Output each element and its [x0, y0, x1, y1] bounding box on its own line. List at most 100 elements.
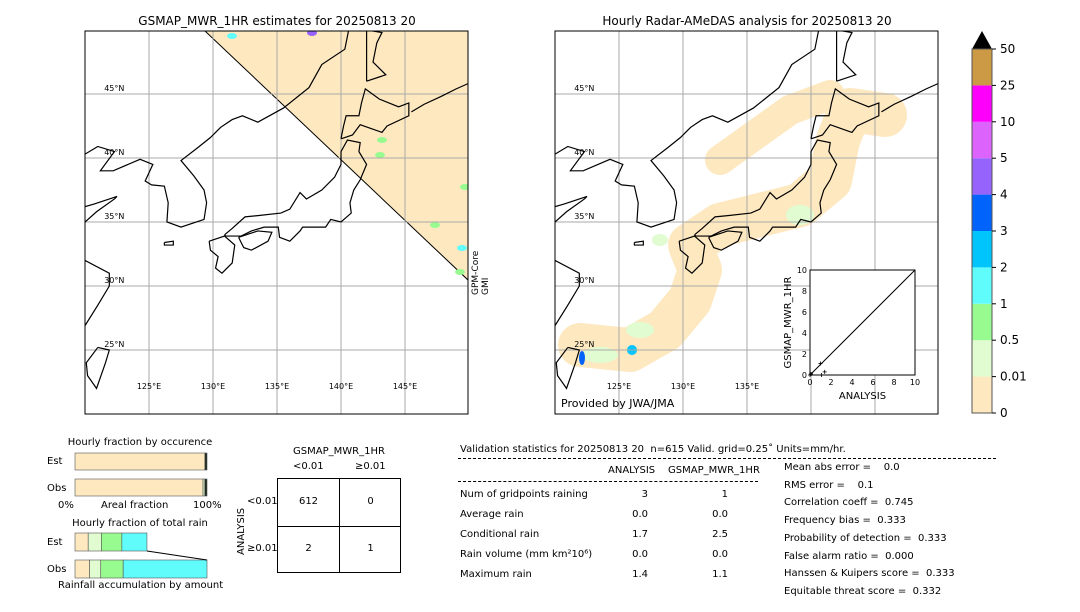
stat-row-label: Maximum rain — [460, 569, 532, 580]
stats-divider — [458, 458, 996, 459]
cell-ge-lt: 2 — [305, 543, 312, 554]
stat-row-gsmap: 1.1 — [712, 569, 728, 580]
col-header-lt: <0.01 — [293, 461, 324, 472]
lon-label: 130°E — [671, 382, 695, 391]
colorbar-segment — [972, 194, 992, 231]
lat-label: 35°N — [104, 212, 124, 221]
stat-row-analysis: 3 — [641, 489, 648, 500]
colorbar-segment — [972, 340, 992, 377]
score-line: Hanssen & Kuipers score = 0.333 — [784, 568, 955, 579]
x-tick-label: 10 — [910, 378, 920, 387]
score-line: Mean abs error = 0.0 — [784, 462, 900, 473]
sensor-label-1: GPM-Core — [471, 250, 481, 295]
colorbar-tick-label: 25 — [1000, 78, 1015, 92]
scatter-inset: 00 2 2 4 4 6 6 8 8 10 10 ANALYSIS GSMAP_MWR_1HR — [783, 266, 920, 402]
score-line: Equitable threat score = 0.332 — [784, 586, 942, 597]
occ-tick-0: 0% — [58, 500, 74, 511]
rain-cell — [455, 269, 465, 275]
stat-row-analysis: 1.7 — [632, 529, 648, 540]
colorbar-tick-label: 50 — [1000, 42, 1015, 56]
colorbar-extend-arrow — [972, 31, 992, 49]
right-map-title: Hourly Radar-AMeDAS analysis for 2025081… — [602, 14, 892, 28]
bar-segment-est — [101, 532, 123, 552]
scatter-point — [822, 369, 827, 374]
right-map-frame — [554, 30, 939, 415]
lon-label: 130°E — [201, 382, 225, 391]
rain-cell — [227, 33, 237, 39]
coastline-honshu — [224, 139, 368, 242]
coastline-jeju — [163, 240, 174, 246]
coastline-china — [85, 259, 110, 326]
coastline-shandong — [555, 195, 588, 223]
rain-cell — [375, 152, 385, 158]
diagonal-line — [809, 269, 916, 376]
lat-label: 40°N — [104, 148, 124, 157]
colorbar-tick-label: 0.01 — [1000, 370, 1027, 384]
y-tick-label: 8 — [802, 287, 807, 296]
cell-lt-lt: 612 — [298, 496, 319, 507]
rain-cell — [786, 205, 814, 225]
stat-row-label: Average rain — [460, 509, 524, 520]
row-axis-label: ANALYSIS — [236, 507, 247, 555]
stat-row-analysis: 0.0 — [632, 509, 648, 520]
inset-ylabel: GSMAP_MWR_1HR — [783, 277, 794, 369]
row-header-lt: <0.01 — [247, 496, 278, 507]
colorbar-segment — [972, 267, 992, 304]
stat-row-label: Conditional rain — [460, 529, 540, 540]
rain-cell — [652, 234, 668, 246]
stat-row-gsmap: 2.5 — [712, 529, 728, 540]
tot-xlabel: Rainfall accumulation by amount — [58, 580, 224, 591]
colorbar-segment — [972, 376, 992, 413]
stat-row-analysis: 1.4 — [632, 569, 648, 580]
score-line: Frequency bias = 0.333 — [784, 515, 906, 526]
table-hline — [278, 526, 400, 527]
bar-segment-obs — [204, 478, 208, 497]
bar-segment-est — [121, 532, 148, 552]
occ-tick-100: 100% — [193, 500, 222, 511]
coastline-kurils — [881, 83, 938, 113]
radar-coverage — [558, 88, 907, 372]
coastline-taiwan — [555, 346, 581, 390]
lon-label: 140°E — [329, 382, 353, 391]
inset-xlabel: ANALYSIS — [839, 391, 886, 402]
occ-xlabel: Areal fraction — [101, 500, 169, 511]
table-vline — [339, 479, 340, 572]
coastline-kurils — [411, 83, 468, 113]
bar-segment-obs — [74, 559, 90, 579]
lat-label: 45°N — [574, 84, 594, 93]
lat-label: 35°N — [574, 212, 594, 221]
rain-cell — [457, 245, 467, 251]
rain-cell — [626, 322, 654, 338]
bar-segment-est — [204, 452, 208, 471]
bar-segment-est — [87, 532, 102, 552]
x-tick-label: 2 — [828, 378, 833, 387]
colorbar-segment — [972, 303, 992, 341]
rain-cell — [582, 347, 618, 363]
x-tick-label: 6 — [870, 378, 875, 387]
coastline-kyushu — [678, 235, 706, 275]
colorbar-segment — [972, 231, 992, 268]
scatter-point — [818, 361, 823, 366]
sensor-label-2: GMI — [481, 277, 491, 295]
scatter-point — [819, 373, 824, 377]
sensor-label: GPM-Core GMI — [471, 251, 491, 295]
lon-label: 145°E — [393, 382, 417, 391]
colorbar-tick-label: 2 — [1000, 260, 1008, 274]
radar-coverage — [705, 80, 845, 175]
colorbar-tick-label: 10 — [1000, 115, 1015, 129]
y-tick-label: 2 — [802, 350, 807, 359]
colorbar-segment — [972, 85, 992, 122]
colorbar-segment — [972, 49, 992, 86]
coastline-jeju — [633, 240, 644, 246]
colorbar-tick-label: 0.5 — [1000, 333, 1019, 347]
score-line: RMS error = 0.1 — [784, 480, 874, 491]
cell-ge-ge: 1 — [367, 543, 374, 554]
colorbar-tick-label: 5 — [1000, 151, 1008, 165]
bar-segment-obs — [89, 559, 102, 579]
lon-label: 135°E — [265, 382, 289, 391]
rain-cell — [377, 137, 387, 143]
lat-label: 30°N — [104, 276, 124, 285]
coastline-hokkaido — [340, 87, 410, 140]
